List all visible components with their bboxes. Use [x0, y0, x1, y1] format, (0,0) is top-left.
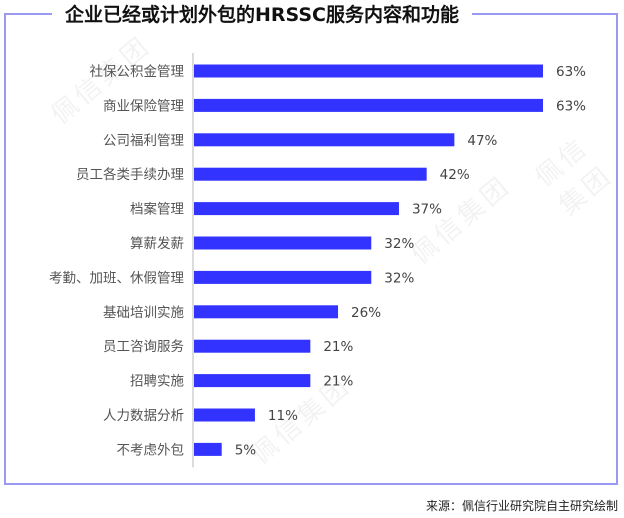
bar [194, 236, 372, 250]
category-label: 考勤、加班、休假管理 [49, 270, 184, 286]
bar [194, 98, 543, 112]
category-label: 算薪发薪 [130, 236, 184, 252]
value-label: 11% [268, 408, 298, 424]
bar [194, 305, 339, 319]
value-label: 63% [556, 98, 586, 114]
bar [194, 64, 543, 78]
category-label: 公司福利管理 [103, 133, 184, 149]
value-label: 21% [323, 339, 353, 355]
value-label: 42% [440, 167, 470, 183]
value-label: 63% [556, 64, 586, 80]
category-label: 社保公积金管理 [90, 64, 185, 80]
bar [194, 374, 311, 388]
bar [194, 133, 455, 147]
category-label: 基础培训实施 [103, 304, 184, 321]
value-label: 5% [235, 442, 257, 458]
bar [194, 270, 372, 284]
value-label: 32% [384, 270, 414, 286]
category-label: 员工咨询服务 [103, 339, 184, 355]
bar [194, 339, 311, 353]
category-label: 人力数据分析 [103, 408, 184, 424]
category-label: 档案管理 [130, 201, 184, 218]
value-label: 47% [467, 133, 497, 149]
bar [194, 442, 222, 456]
category-label: 不考虑外包 [117, 442, 185, 458]
bar [194, 202, 399, 216]
bar [194, 167, 427, 181]
category-label: 员工各类手续办理 [76, 167, 184, 183]
bar [194, 408, 255, 422]
value-label: 37% [412, 202, 442, 218]
source-note: 来源：佩信行业研究院自主研究绘制 [425, 499, 618, 513]
chart-title: 企业已经或计划外包的HRSSC服务内容和功能 [52, 2, 472, 28]
value-label: 32% [384, 236, 414, 252]
value-label: 21% [323, 374, 353, 390]
category-label: 商业保险管理 [103, 98, 184, 114]
value-label: 26% [351, 305, 381, 321]
category-label: 招聘实施 [130, 374, 184, 390]
